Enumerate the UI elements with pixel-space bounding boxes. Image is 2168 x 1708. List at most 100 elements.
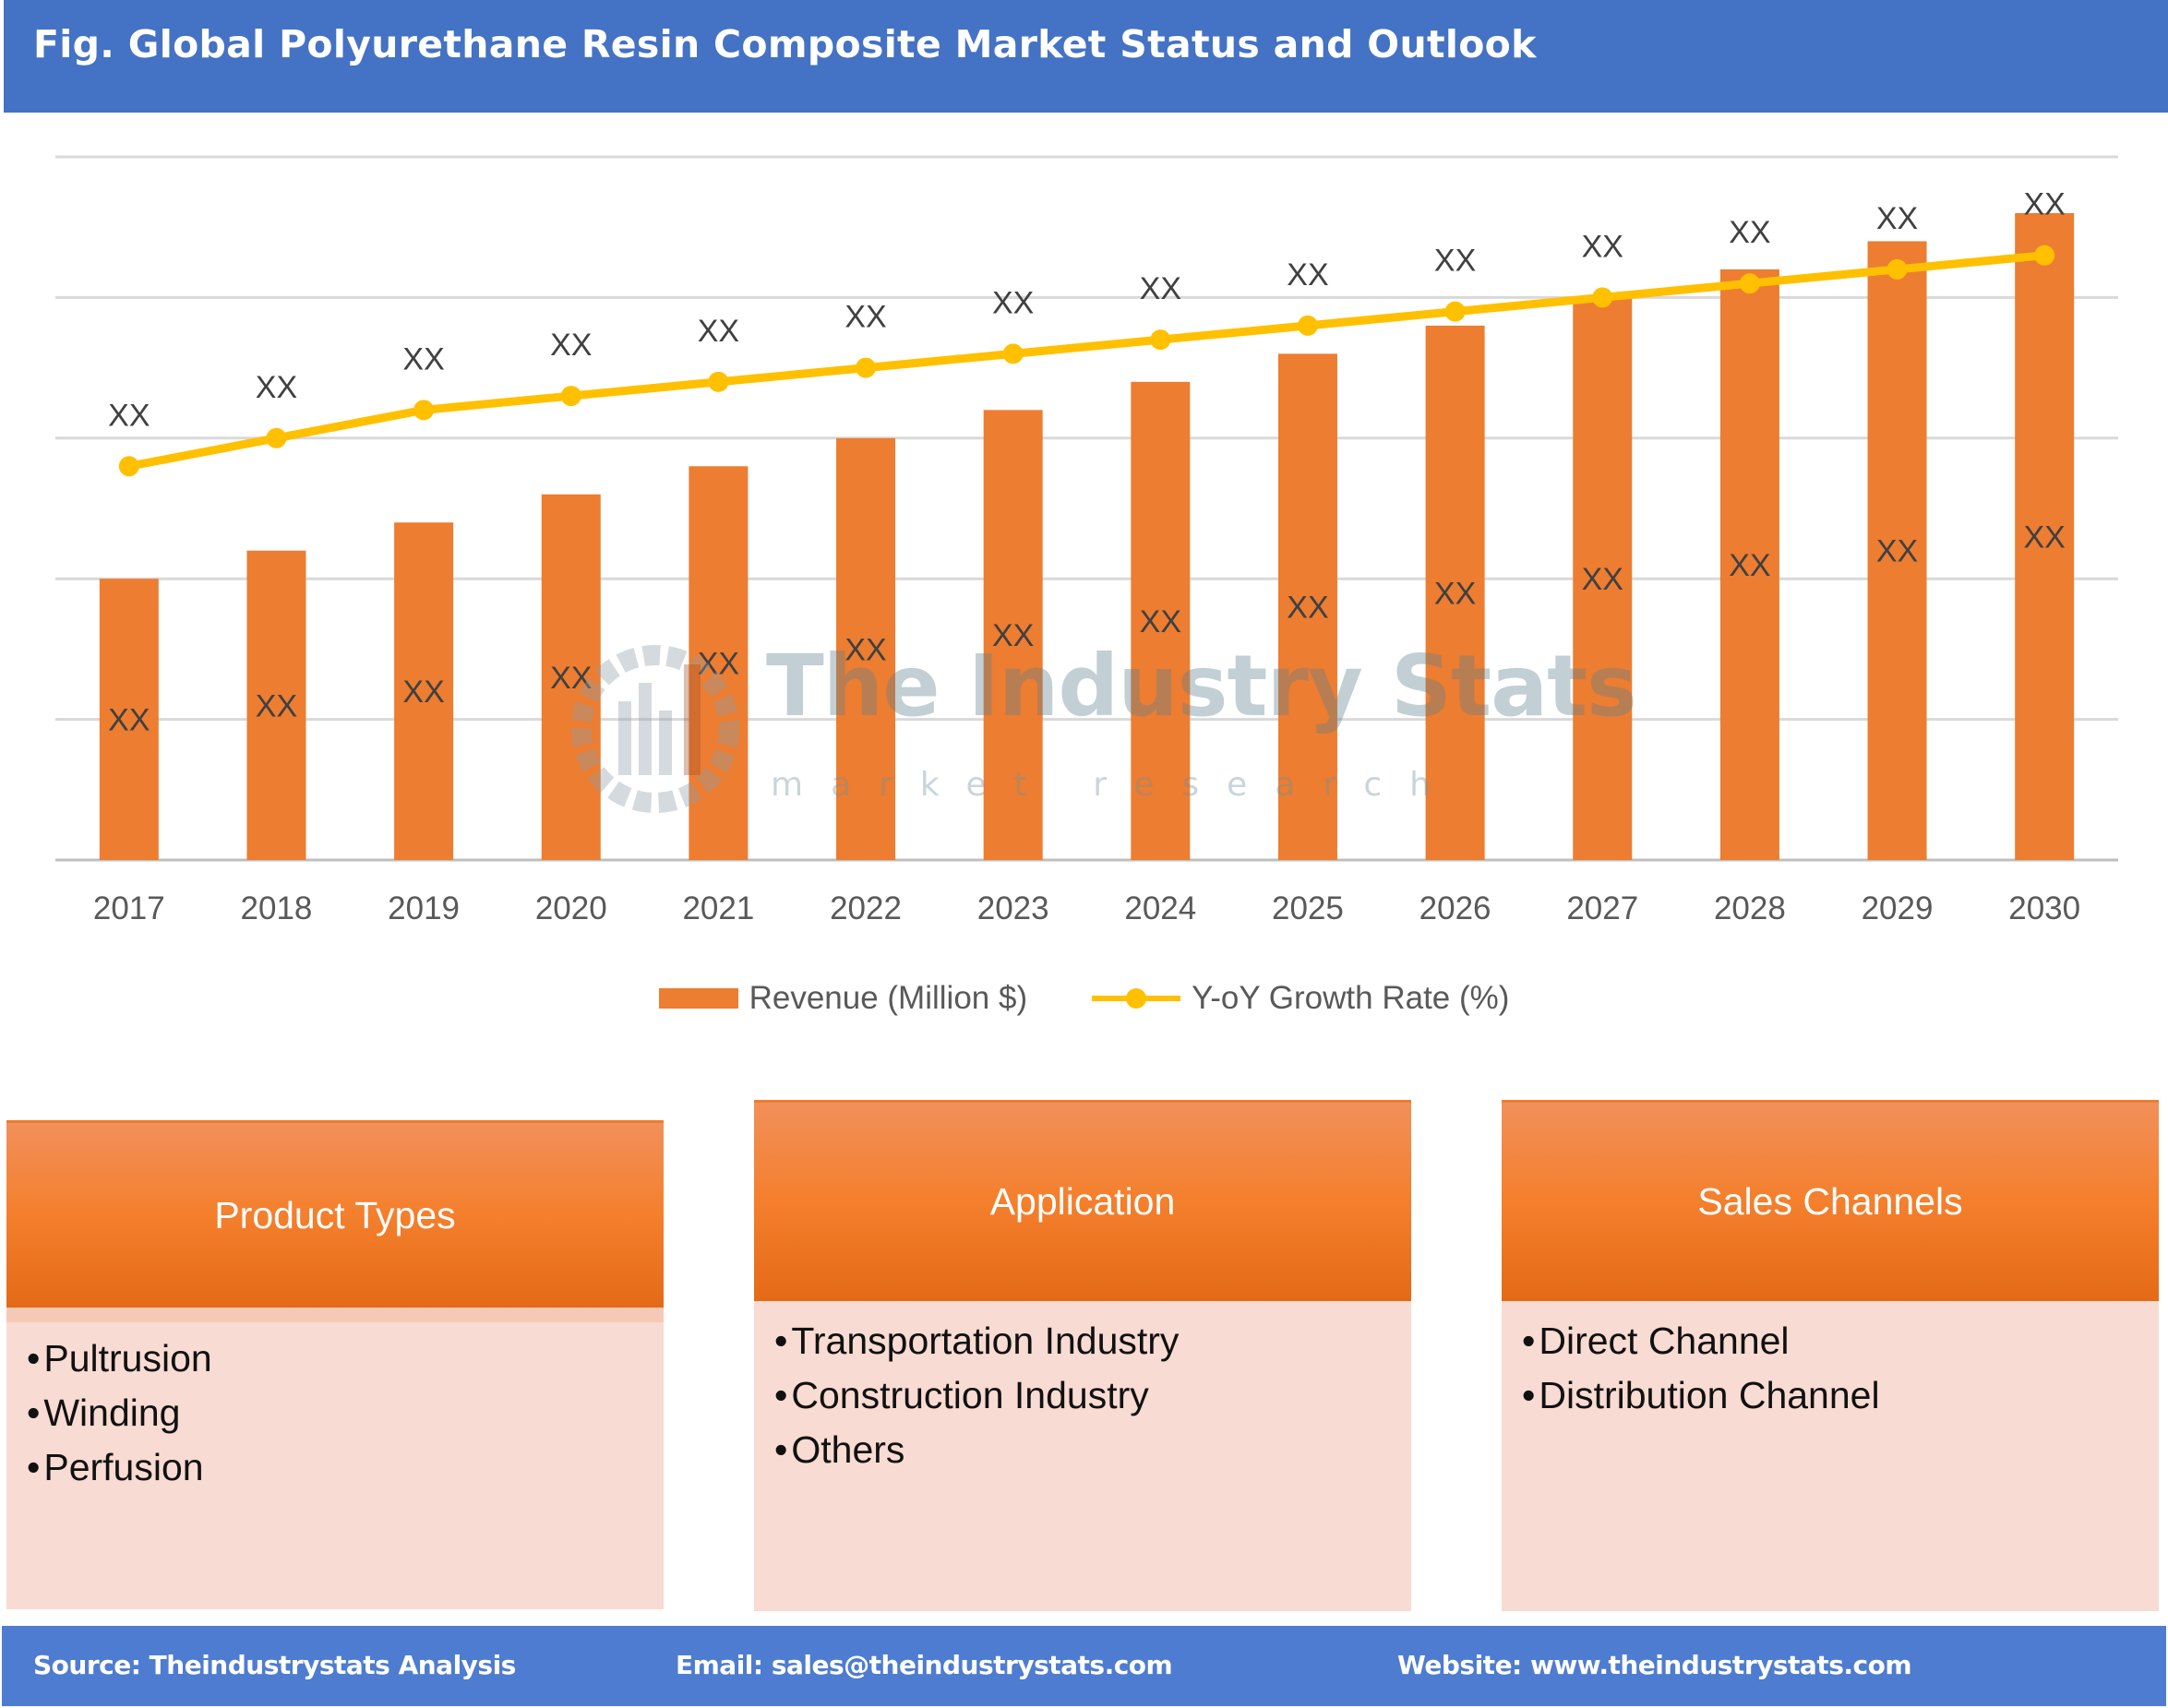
legend-item-growth: Y-oY Growth Rate (%)	[1092, 980, 1509, 1017]
line-data-label: XX	[402, 341, 444, 376]
bar-data-label: XX	[1287, 591, 1328, 626]
bar-2027	[1573, 297, 1633, 860]
x-tick-label: 2029	[1862, 890, 1934, 926]
footer-email[interactable]: Email: sales@theindustrystats.com	[676, 1650, 1173, 1680]
bar-2026	[1425, 325, 1485, 860]
product-types-header: Product Types	[6, 1120, 664, 1308]
legend-label-revenue: Revenue (Million $)	[749, 980, 1028, 1016]
bar-data-label: XX	[698, 647, 739, 682]
bar-data-label: XX	[108, 703, 150, 738]
growth-point-2026	[1444, 301, 1466, 322]
chart: XX XX XX XX XX XX XX XX XX XX XX XX XX XX XX XX XX XX XX XX…	[55, 155, 2118, 926]
application-box: Application Transportation Industry Cons…	[754, 1100, 1411, 1611]
title-bar: Fig. Global Polyurethane Resin Composite…	[4, 0, 2168, 113]
sales-channels-header: Sales Channels	[1502, 1100, 2159, 1301]
legend-item-revenue: Revenue (Million $)	[658, 980, 1028, 1017]
line-data-label: XX	[2023, 187, 2065, 222]
legend-swatch-revenue	[658, 988, 738, 1009]
line-data-label: XX	[1582, 229, 1623, 264]
x-tick-label: 2025	[1272, 890, 1344, 926]
line-data-label: XX	[1287, 257, 1328, 293]
list-item: Direct Channel	[1522, 1320, 2159, 1374]
x-tick-label: 2022	[830, 890, 902, 926]
line-data-label: XX	[1729, 215, 1770, 250]
line-data-label: XX	[992, 285, 1034, 320]
bar-2025	[1277, 353, 1337, 860]
growth-point-2029	[1887, 258, 1908, 280]
growth-point-2027	[1592, 287, 1613, 308]
growth-point-2021	[708, 371, 729, 392]
chart-title: Fig. Global Polyurethane Resin Composite…	[33, 22, 1537, 66]
product-types-list: Pultrusion Winding Perfusion	[6, 1322, 664, 1609]
bar-2019	[394, 522, 454, 860]
growth-point-2025	[1297, 315, 1318, 336]
product-types-box: Product Types Pultrusion Winding Perfusi…	[6, 1120, 664, 1609]
line-data-label: XX	[1434, 244, 1476, 279]
divider	[6, 1308, 664, 1322]
bar-data-label: XX	[2023, 520, 2065, 555]
x-tick-label: 2019	[388, 890, 460, 926]
list-item: Pultrusion	[27, 1337, 664, 1391]
footer-source: Source: Theindustrystats Analysis	[33, 1650, 516, 1680]
line-data-label: XX	[1140, 271, 1181, 306]
legend-label-growth: Y-oY Growth Rate (%)	[1192, 980, 1510, 1016]
x-tick-label: 2023	[977, 890, 1049, 926]
bar-2023	[983, 410, 1043, 860]
bar-2028	[1719, 269, 1779, 860]
bar-data-label: XX	[1582, 562, 1623, 597]
application-header: Application	[754, 1100, 1411, 1301]
growth-point-2020	[560, 386, 581, 407]
list-item: Others	[774, 1428, 1411, 1483]
sales-channels-box: Sales Channels Direct Channel Distributi…	[1502, 1100, 2159, 1611]
growth-point-2028	[1739, 273, 1760, 294]
x-tick-label: 2026	[1419, 890, 1491, 926]
growth-point-2022	[856, 357, 877, 378]
line-data-label: XX	[1876, 201, 1918, 236]
line-data-label: XX	[844, 300, 886, 335]
growth-point-2018	[266, 427, 287, 448]
growth-point-2024	[1150, 329, 1171, 351]
bar-2020	[541, 494, 601, 860]
bar-data-label: XX	[550, 661, 592, 696]
x-tick-label: 2027	[1566, 890, 1638, 926]
list-item: Transportation Industry	[774, 1320, 1411, 1374]
line-data-label: XX	[108, 398, 150, 433]
list-item: Distribution Channel	[1522, 1374, 2159, 1428]
legend-swatch-growth	[1092, 980, 1181, 1017]
x-tick-label: 2018	[241, 890, 313, 926]
line-data-label: XX	[256, 370, 297, 405]
list-item: Perfusion	[27, 1446, 664, 1500]
bar-data-label: XX	[844, 632, 886, 667]
bar-2017	[99, 579, 159, 860]
bar-data-label: XX	[1876, 534, 1918, 569]
bar-2022	[836, 437, 896, 860]
x-tick-label: 2028	[1714, 890, 1786, 926]
line-data-label: XX	[550, 328, 592, 363]
bar-2021	[689, 466, 749, 860]
bar-data-label: XX	[256, 688, 297, 723]
bar-data-label: XX	[1729, 548, 1770, 583]
bar-data-label: XX	[1140, 604, 1181, 639]
list-item: Winding	[27, 1391, 664, 1446]
application-list: Transportation Industry Construction Ind…	[754, 1301, 1411, 1611]
footer-website[interactable]: Website: www.theindustrystats.com	[1397, 1650, 1912, 1680]
x-tick-label: 2020	[535, 890, 607, 926]
growth-point-2023	[1002, 343, 1024, 364]
growth-point-2017	[118, 456, 139, 477]
x-tick-label: 2030	[2008, 890, 2080, 926]
list-item: Construction Industry	[774, 1374, 1411, 1428]
bar-data-label: XX	[1434, 576, 1476, 611]
sales-channels-list: Direct Channel Distribution Channel	[1502, 1301, 2159, 1611]
growth-line	[127, 251, 2045, 471]
bar-data-label: XX	[402, 675, 444, 710]
growth-point-2030	[2034, 245, 2055, 266]
bar-2024	[1131, 381, 1191, 861]
legend: Revenue (Million $) Y-oY Growth Rate (%)	[0, 980, 2168, 1017]
bar-2029	[1867, 241, 1927, 860]
growth-point-2019	[413, 400, 435, 421]
x-tick-label: 2021	[682, 890, 754, 926]
bar-2018	[246, 550, 306, 860]
bar-data-label: XX	[992, 618, 1034, 653]
line-data-label: XX	[698, 314, 739, 349]
x-tick-label: 2024	[1124, 890, 1196, 926]
